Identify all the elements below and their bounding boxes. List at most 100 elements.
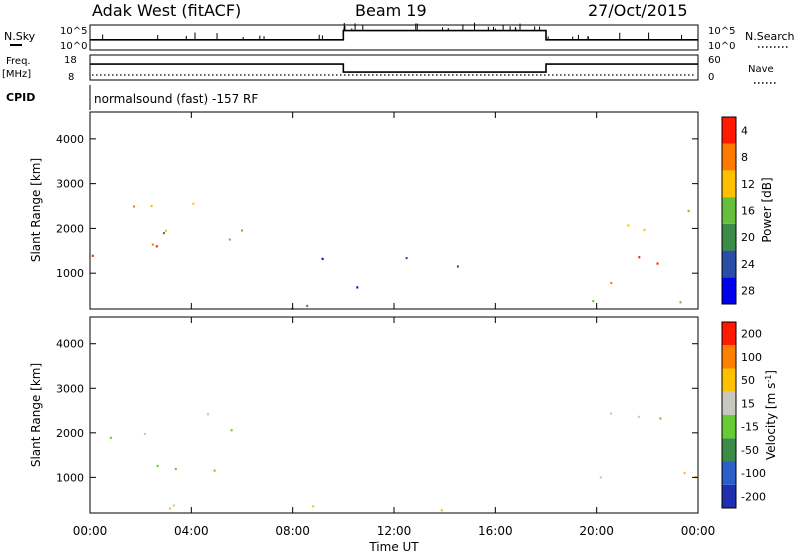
heatmap-cell [192, 202, 195, 205]
colorbar-segment [722, 484, 736, 508]
heatmap-cell [321, 257, 324, 260]
colorbar-tick-label: 16 [741, 205, 755, 218]
noise-tick-right-bottom: 10^0 [708, 41, 735, 52]
xtick-label: 20:00 [579, 524, 614, 538]
xtick-label: 16:00 [478, 524, 513, 538]
colorbar-tick-label: 12 [741, 178, 755, 191]
velocity-panel-frame [89, 316, 699, 514]
colorbar-tick-label: -100 [741, 467, 766, 480]
nave-tick-top: 60 [708, 55, 721, 66]
heatmap-cell [168, 507, 171, 510]
power-panel-frame [89, 111, 699, 310]
heatmap-cell [610, 281, 613, 285]
ytick-label: 2000 [56, 222, 84, 235]
heatmap-cell [143, 433, 146, 436]
colorbar-tick-label: 20 [741, 231, 755, 244]
heatmap-cell [150, 204, 153, 208]
heatmap-cell [592, 300, 595, 303]
velocity-colorbar-label: Velocity [m s-1] [764, 370, 779, 460]
heatmap-cell [643, 228, 646, 231]
heatmap-cell [306, 304, 309, 307]
heatmap-cell [687, 209, 690, 213]
power-colorbar: 4 8 12 16 20 24 28 [721, 116, 755, 305]
heatmap-cell [599, 476, 602, 479]
colorbar-segment [722, 143, 736, 171]
heatmap-cell [156, 464, 159, 467]
velocity-colorbar-label-close: ] [764, 370, 778, 375]
ytick-label: 1000 [56, 267, 84, 280]
heatmap-cell [356, 286, 359, 289]
heatmap-cell [627, 224, 630, 227]
ytick-label: 1000 [56, 471, 84, 484]
freq-series-line [90, 63, 698, 73]
colorbar-segment [722, 461, 736, 485]
heatmap-cell [659, 417, 662, 420]
heatmap-cell [405, 257, 408, 260]
heatmap-cell [162, 232, 165, 235]
ytick-label: 2000 [56, 427, 84, 440]
colorbar-tick-label: 100 [741, 351, 762, 364]
colorbar-tick-label: 4 [741, 124, 748, 137]
ytick-label: 4000 [56, 338, 84, 351]
xtick-label: 00:00 [681, 524, 716, 538]
nsearch-label: N.Search [745, 30, 795, 43]
heatmap-cell [155, 245, 158, 248]
heatmap-cell [610, 412, 612, 415]
heatmap-cell [440, 509, 443, 512]
freq-unit-label: [MHz] [2, 69, 31, 80]
colorbar-segment [722, 277, 736, 304]
velocity-heatmap [109, 412, 697, 512]
heatmap-cell [151, 243, 154, 246]
velocity-colorbar-label-main: Velocity [m s [764, 383, 778, 460]
colorbar-segment [722, 322, 736, 346]
ytick-label: 3000 [56, 178, 84, 191]
heatmap-cell [637, 415, 640, 418]
colorbar-tick-label: 15 [741, 397, 755, 410]
colorbar-tick-label: -15 [741, 421, 759, 434]
ytick-label: 3000 [56, 382, 84, 395]
colorbar-tick-label: 24 [741, 258, 755, 271]
heatmap-cell [109, 436, 112, 439]
velocity-yaxis: 1000 2000 3000 4000 [56, 338, 698, 484]
heatmap-cell [174, 467, 177, 471]
noise-panel-frame [89, 24, 699, 51]
colorbar-segment [722, 197, 736, 224]
heatmap-cell [133, 205, 135, 208]
colorbar-tick-label: 200 [741, 328, 762, 341]
nsky-series-line [90, 29, 698, 41]
nave-tick-bottom: 0 [708, 72, 714, 83]
heatmap-cell [230, 429, 233, 432]
xaxis-label: Time UT [368, 540, 419, 554]
power-heatmap [91, 202, 690, 310]
xtick-label: 04:00 [174, 524, 209, 538]
colorbar-tick-label: -50 [741, 444, 759, 457]
heatmap-cell [228, 238, 231, 241]
noise-tick-left-top: 10^5 [60, 26, 87, 37]
noise-tick-left-bottom: 10^0 [60, 41, 87, 52]
heatmap-cell [312, 505, 315, 508]
heatmap-cell [638, 256, 641, 259]
cpid-text: normalsound (fast) -157 RF [94, 92, 258, 106]
colorbar-tick-label: 8 [741, 151, 748, 164]
heatmap-cell [91, 254, 94, 257]
colorbar-segment [722, 345, 736, 369]
heatmap-cell [213, 469, 216, 472]
ytick-label: 4000 [56, 133, 84, 146]
velocity-colorbar: 200 100 50 15 -15 -50 -100 -200 [721, 321, 766, 509]
nave-label: Nave [748, 64, 774, 75]
colorbar-segment [722, 391, 736, 415]
date-title: 27/Oct/2015 [588, 1, 688, 20]
colorbar-frame [721, 116, 737, 305]
xtick-label: 08:00 [275, 524, 310, 538]
heatmap-cell [679, 301, 682, 304]
nsky-spikes [102, 22, 683, 40]
velocity-ylabel: Slant Range [km] [29, 363, 43, 467]
cpid-label: CPID [6, 91, 35, 104]
freq-label: Freq. [6, 56, 31, 67]
time-xaxis: 00:00 04:00 08:00 12:00 16:00 20:00 00:00 [73, 112, 716, 538]
colorbar-segment [722, 170, 736, 198]
colorbar-tick-label: -200 [741, 490, 766, 503]
xtick-label: 12:00 [377, 524, 412, 538]
velocity-colorbar-label-sup: -1 [764, 375, 773, 383]
